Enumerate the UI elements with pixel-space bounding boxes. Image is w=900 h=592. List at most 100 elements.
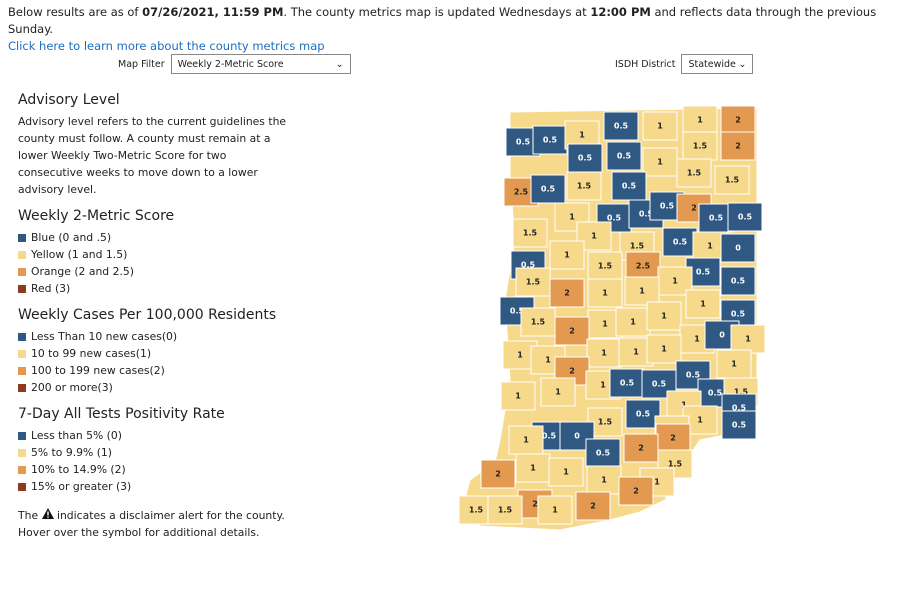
county: 1 xyxy=(586,465,622,495)
county-score: 0.5 xyxy=(614,122,629,131)
header-segment: and reflects data through the previous S… xyxy=(8,5,877,36)
info-link[interactable]: Click here to learn more about the count… xyxy=(8,39,325,53)
county-shape xyxy=(618,476,654,506)
county-score: 2 xyxy=(532,500,538,509)
county-score: 1.5 xyxy=(725,176,740,185)
county-score: 0.5 xyxy=(639,210,654,219)
county: 1 xyxy=(682,105,718,135)
legend-swatch xyxy=(18,465,26,474)
legend-item: 10 to 99 new cases(1) xyxy=(18,345,288,362)
legend-item: 100 to 199 new cases(2) xyxy=(18,362,288,379)
county-score: 1.5 xyxy=(693,142,708,151)
county: 1 xyxy=(646,301,682,331)
county-score: 1 xyxy=(654,478,660,487)
county-shape xyxy=(606,141,642,171)
county-shape xyxy=(567,143,603,173)
county: 0.5 xyxy=(567,143,603,173)
legend-text: 10% to 14.9% (2) xyxy=(31,463,126,476)
county: 1 xyxy=(515,453,551,483)
county-score: 1 xyxy=(639,287,645,296)
county: 0.5 xyxy=(532,125,568,155)
county-score: 2 xyxy=(735,142,741,151)
county: 1.5 xyxy=(714,165,750,195)
legend-swatch xyxy=(18,431,26,440)
legend-swatch xyxy=(18,383,26,392)
county: 1 xyxy=(646,334,682,364)
county: 1 xyxy=(500,381,536,411)
county-score: 1 xyxy=(523,436,529,445)
county-shape xyxy=(566,171,602,201)
county-score: 1 xyxy=(530,464,536,473)
county-score: 0.5 xyxy=(731,310,746,319)
county-score: 0.5 xyxy=(732,404,747,413)
county-shape xyxy=(716,349,752,379)
county-score: 2 xyxy=(691,204,697,213)
county-score: 1 xyxy=(657,122,663,131)
county: 1.5 xyxy=(487,495,523,525)
legend-text: Blue (0 and .5) xyxy=(31,231,112,244)
county: 0.5 xyxy=(585,438,621,468)
county-shape xyxy=(685,289,721,319)
county-score: 1 xyxy=(601,349,607,358)
county: 1.5 xyxy=(566,171,602,201)
legend-swatch xyxy=(18,482,26,491)
section-title: Weekly 2-Metric Score xyxy=(18,208,175,224)
county-score: 1.5 xyxy=(630,242,645,251)
county-score: 1 xyxy=(633,348,639,357)
dropdown-value: Weekly 2-Metric Score xyxy=(177,58,284,70)
legend-text: Orange (2 and 2.5) xyxy=(31,265,134,278)
legend-text: 10 to 99 new cases(1) xyxy=(31,347,152,360)
county-score: 1 xyxy=(672,277,678,286)
county: 0.5 xyxy=(641,369,677,399)
legend-swatch xyxy=(18,448,26,457)
county-score: 1.5 xyxy=(687,169,702,178)
county-score: 1 xyxy=(563,468,569,477)
county-score: 0.5 xyxy=(617,152,632,161)
county: 1 xyxy=(554,202,590,232)
county-shape xyxy=(480,459,516,489)
county: 1.5 xyxy=(682,131,718,161)
county-score: 0.5 xyxy=(543,136,558,145)
county-shape xyxy=(587,278,623,308)
county: 1 xyxy=(615,307,651,337)
legend-swatch xyxy=(18,233,26,242)
filter-label: Map Filter xyxy=(118,58,165,70)
legend-item: Yellow (1 and 1.5) xyxy=(18,246,288,263)
dropdown[interactable]: Statewide ⌄ xyxy=(681,54,754,74)
county: 1 xyxy=(576,221,612,251)
county-score: 1 xyxy=(600,381,606,390)
county-score: 0.5 xyxy=(636,410,651,419)
dropdown[interactable]: Weekly 2-Metric Score ⌄ xyxy=(170,54,351,74)
county-shape xyxy=(720,266,756,296)
county: 1 xyxy=(548,457,584,487)
county: 0.5 xyxy=(625,399,661,429)
county-shape xyxy=(603,111,639,141)
county: 2 xyxy=(575,491,611,521)
county: 1 xyxy=(586,338,622,368)
county: 0.5 xyxy=(603,111,639,141)
county-shape xyxy=(512,218,548,248)
county-shape xyxy=(487,495,523,525)
county-score: 1 xyxy=(591,232,597,241)
county-score: 1 xyxy=(697,416,703,425)
county-score: 1.5 xyxy=(469,506,484,515)
county-score: 1.5 xyxy=(734,388,749,397)
county-score: 1 xyxy=(745,335,751,344)
sidebar: Advisory Level Advisory level refers to … xyxy=(18,92,288,541)
county: 0.5 xyxy=(609,368,645,398)
county-score: 1.5 xyxy=(531,318,546,327)
dropdown-value: Statewide xyxy=(688,58,736,70)
county: 2 xyxy=(655,423,691,453)
county-score: 0.5 xyxy=(542,432,557,441)
district-filter: ISDH District Statewide ⌄ xyxy=(615,54,754,74)
county: 1 xyxy=(540,377,576,407)
county-shape xyxy=(721,410,757,440)
county-score: 1 xyxy=(661,312,667,321)
county-score: 1 xyxy=(697,116,703,125)
county-shape xyxy=(585,438,621,468)
county-shape xyxy=(548,457,584,487)
section-title: 7-Day All Tests Positivity Rate xyxy=(18,406,225,422)
county: 1 xyxy=(642,147,678,177)
county-score: 0.5 xyxy=(686,371,701,380)
